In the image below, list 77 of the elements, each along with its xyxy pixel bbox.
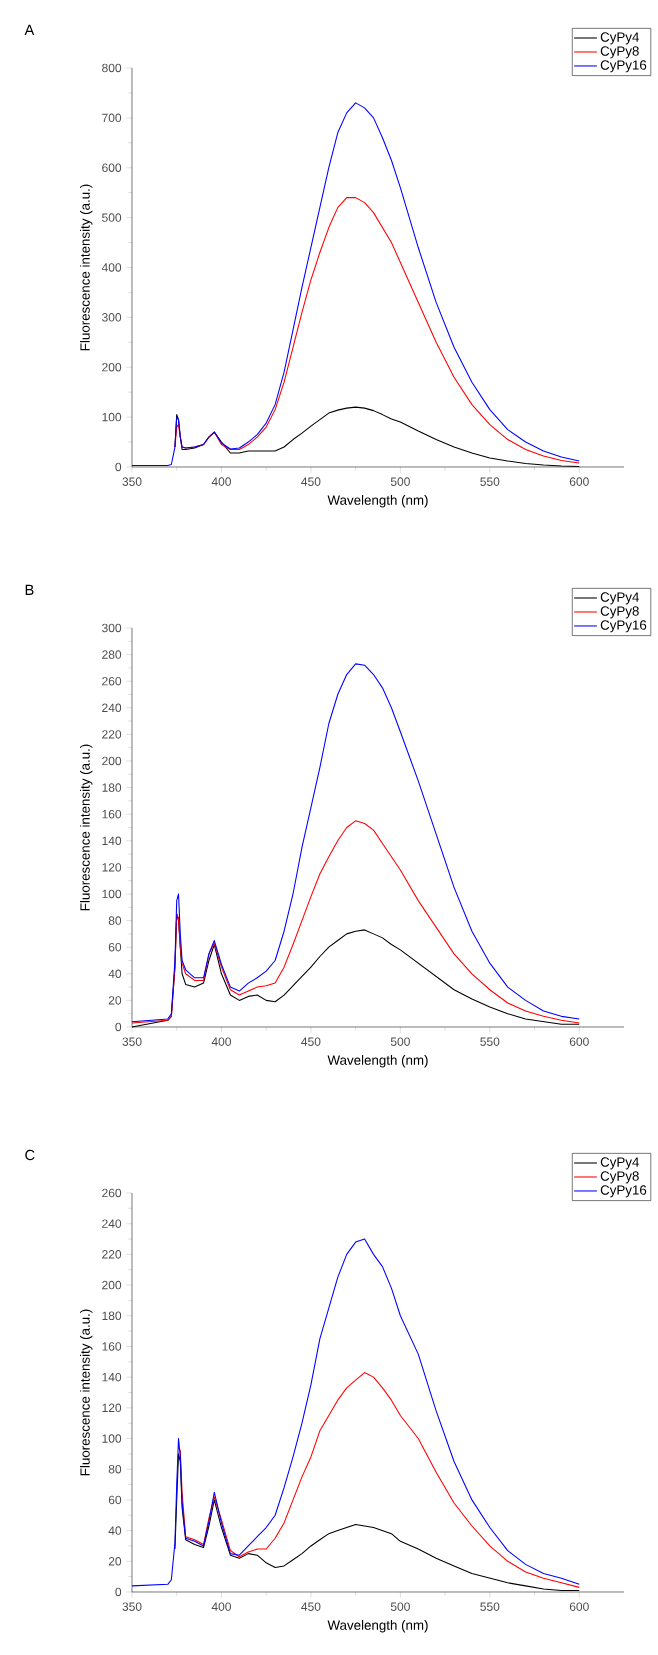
- y-tick-label: 180: [102, 1311, 122, 1321]
- line-series: [131, 1238, 580, 1587]
- x-tick-label: 550: [480, 1602, 500, 1611]
- x-tick-label: 400: [211, 477, 231, 486]
- y-tick-label: 0: [115, 462, 122, 472]
- y-tick-label: 160: [102, 1342, 122, 1351]
- y-axis-title: Fluorescence intensity (a.u.): [79, 184, 93, 351]
- x-tick-label: 450: [301, 477, 321, 486]
- y-tick-label: 120: [102, 1403, 122, 1413]
- y-tick-label: 180: [102, 783, 122, 792]
- x-axis-title: Wavelength (nm): [327, 495, 428, 508]
- y-tick-label: 600: [102, 163, 122, 172]
- y-tick-label: 200: [102, 1280, 122, 1290]
- chart-title: B: [25, 584, 34, 595]
- y-tick-label: 120: [102, 863, 122, 872]
- y-tick-label: 140: [102, 836, 122, 846]
- y-tick-label: 0: [115, 1587, 122, 1597]
- chart-title: C: [25, 1149, 35, 1161]
- y-tick-label: 800: [102, 63, 122, 73]
- x-tick-label: 500: [390, 477, 410, 486]
- y-tick-label: 260: [102, 676, 122, 686]
- x-axis-title: Wavelength (nm): [327, 1620, 428, 1633]
- x-tick-label: 550: [480, 1037, 500, 1046]
- x-tick-label: 450: [301, 1037, 321, 1046]
- y-tick-label: 400: [101, 263, 122, 272]
- legend-label: CyPy16: [600, 620, 647, 633]
- y-tick-label: 220: [102, 1250, 122, 1259]
- y-tick-label: 240: [102, 703, 122, 713]
- legend-label: CyPy4: [600, 32, 639, 45]
- chart-title: A: [24, 24, 35, 35]
- y-tick-label: 20: [108, 1557, 122, 1566]
- y-tick-label: 280: [102, 650, 122, 659]
- y-tick-label: 200: [102, 362, 122, 372]
- x-tick-label: 350: [122, 1602, 142, 1611]
- x-tick-label: 400: [211, 1602, 231, 1611]
- legend-label: CyPy8: [600, 1171, 639, 1184]
- y-tick-label: 220: [102, 730, 122, 739]
- y-tick-label: 20: [108, 996, 122, 1005]
- x-axis-title: Wavelength (nm): [327, 1055, 428, 1068]
- y-tick-label: 300: [102, 313, 122, 322]
- legend-label: CyPy4: [600, 1157, 639, 1170]
- line-series: [131, 663, 580, 1023]
- legend-label: CyPy4: [600, 592, 639, 605]
- y-tick-label: 160: [102, 809, 122, 819]
- y-tick-label: 260: [102, 1188, 122, 1198]
- x-tick-label: 450: [301, 1602, 321, 1611]
- x-tick-label: 400: [211, 1037, 231, 1046]
- y-tick-label: 60: [108, 942, 122, 952]
- legend-label: CyPy8: [600, 46, 639, 59]
- x-tick-label: 500: [390, 1602, 410, 1611]
- y-tick-label: 200: [102, 756, 122, 766]
- y-tick-label: 40: [108, 1526, 122, 1535]
- y-tick-label: 700: [102, 113, 122, 123]
- x-tick-label: 500: [390, 1037, 410, 1046]
- y-axis-title: Fluorescence intensity (a.u.): [79, 744, 93, 911]
- y-tick-label: 300: [102, 623, 122, 633]
- y-tick-label: 40: [108, 969, 122, 979]
- y-tick-label: 80: [108, 916, 122, 925]
- y-tick-label: 140: [102, 1372, 122, 1382]
- legend-label: CyPy8: [600, 606, 639, 619]
- y-axis-title: Fluorescence intensity (a.u.): [79, 1309, 93, 1476]
- y-tick-label: 100: [102, 889, 122, 899]
- y-tick-label: 60: [108, 1495, 122, 1505]
- y-tick-label: 100: [102, 412, 122, 422]
- x-tick-label: 600: [569, 1037, 589, 1046]
- legend-label: CyPy16: [600, 60, 647, 73]
- x-tick-label: 550: [480, 477, 500, 486]
- x-tick-label: 350: [122, 1037, 142, 1046]
- y-tick-label: 240: [102, 1219, 122, 1228]
- y-tick-label: 500: [102, 213, 122, 222]
- y-tick-label: 100: [102, 1434, 122, 1443]
- y-tick-label: 0: [115, 1022, 122, 1032]
- x-tick-label: 350: [122, 477, 142, 486]
- x-tick-label: 600: [569, 477, 589, 486]
- y-tick-label: 80: [108, 1464, 122, 1474]
- legend-label: CyPy16: [600, 1185, 647, 1198]
- x-tick-label: 600: [569, 1602, 589, 1611]
